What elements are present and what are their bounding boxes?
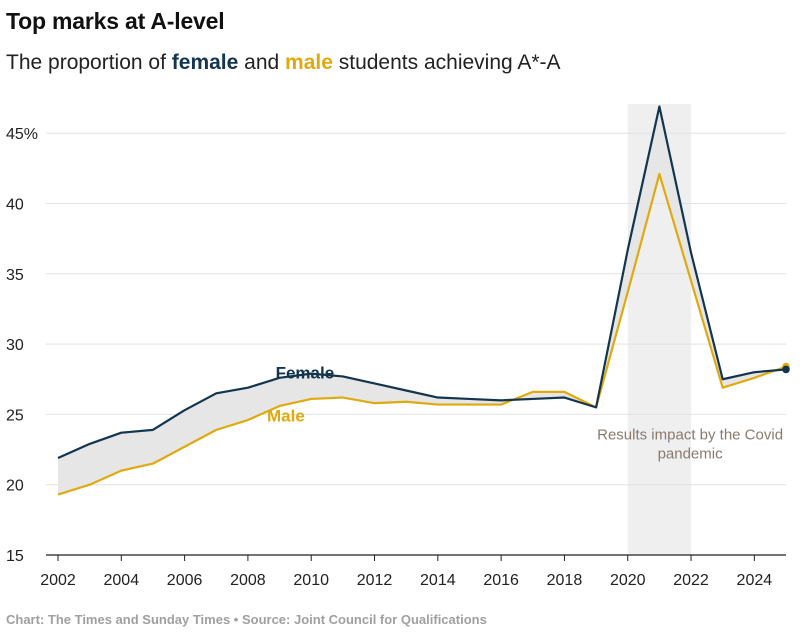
- male-series-label: Male: [267, 406, 305, 425]
- y-tick-label: 25: [6, 407, 24, 424]
- male-series-line: [57, 172, 787, 496]
- subtitle-female-highlight: female: [171, 51, 239, 74]
- y-tick-label: 45%: [6, 126, 38, 143]
- chart-title: Top marks at A-level: [6, 8, 225, 34]
- x-tick-label: 2024: [737, 572, 773, 589]
- x-tick-label: 2020: [610, 572, 646, 589]
- y-tick-label: 15: [6, 548, 24, 565]
- subtitle-and: and: [238, 51, 286, 74]
- x-tick-label: 2016: [483, 572, 519, 589]
- x-tick-label: 2018: [547, 572, 583, 589]
- female-end-point: [782, 365, 790, 374]
- gap-area-fill: [58, 106, 786, 495]
- y-tick-label: 20: [6, 478, 24, 495]
- x-tick-label: 2004: [104, 572, 140, 589]
- female-series-line: [57, 105, 787, 459]
- x-tick-label: 2010: [293, 572, 329, 589]
- x-tick-label: 2014: [420, 572, 456, 589]
- subtitle-suffix: students achieving A*-A: [332, 51, 561, 74]
- y-tick-label: 35: [6, 267, 24, 284]
- female-series-label: Female: [276, 364, 335, 383]
- x-tick-label: 2012: [357, 572, 393, 589]
- subtitle-male-highlight: male: [285, 51, 333, 74]
- subtitle-prefix: The proportion of: [6, 51, 172, 74]
- covid-annotation-line1: Results impact by the Covid: [597, 427, 783, 444]
- x-tick-label: 2002: [40, 572, 76, 589]
- y-tick-label: 30: [6, 337, 24, 354]
- y-tick-label: 40: [6, 197, 24, 214]
- x-tick-label: 2008: [230, 572, 266, 589]
- chart-source-footer: Chart: The Times and Sunday Times • Sour…: [6, 612, 487, 627]
- covid-shaded-period: [627, 104, 692, 555]
- x-tick-label: 2006: [167, 572, 203, 589]
- covid-annotation-line2: pandemic: [658, 446, 724, 463]
- chart-subtitle: The proportion of female and male studen…: [6, 51, 561, 75]
- x-tick-label: 2022: [673, 572, 709, 589]
